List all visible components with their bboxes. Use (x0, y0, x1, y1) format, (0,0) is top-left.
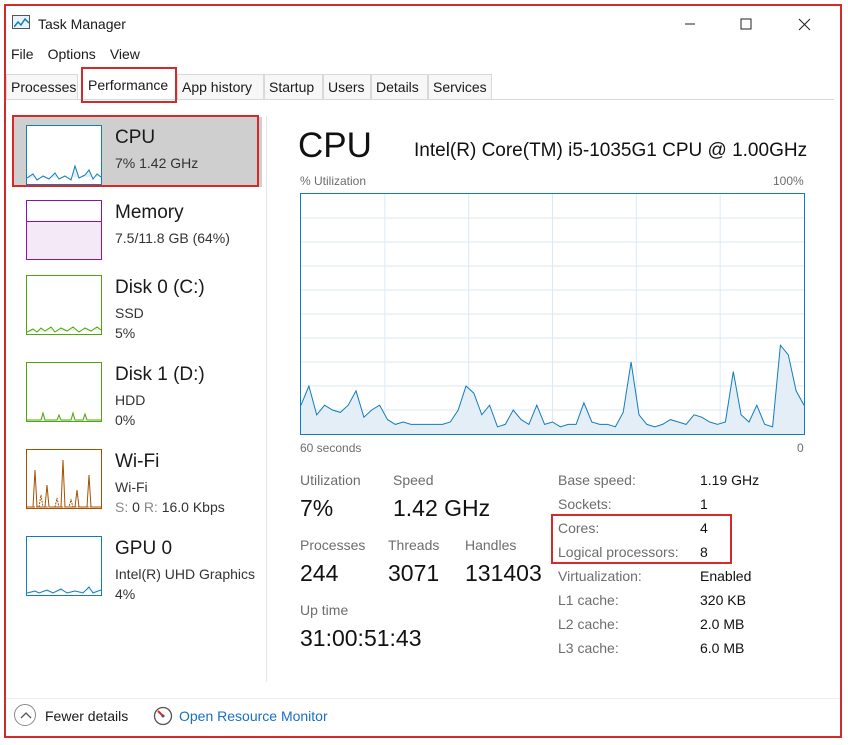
speed-value: 1.42 GHz (393, 495, 491, 521)
graph-y-max: 100% (773, 174, 804, 188)
gpu-0-thumbnail (26, 536, 102, 596)
graph-y-label: % Utilization (300, 174, 367, 188)
sidebar-item-label: Disk 0 (C:) (115, 277, 205, 298)
sidebar-item-usage: 4% (115, 586, 136, 602)
close-button[interactable] (784, 10, 824, 38)
tab-performance[interactable]: Performance (83, 72, 174, 99)
menu-file[interactable]: File (11, 46, 34, 62)
spec-label: Cores: (558, 520, 600, 536)
spec-label: L2 cache: (558, 616, 619, 632)
annotation-frame (4, 4, 842, 738)
sidebar-item-usage: 5% (115, 325, 136, 341)
minimize-button[interactable] (670, 10, 710, 38)
resource-sidebar: CPU 7% 1.42 GHz Memory 7.5/11.8 GB (64%)… (6, 104, 266, 684)
spec-label: Base speed: (558, 472, 636, 488)
chevron-up-icon[interactable] (14, 704, 36, 726)
uptime-label: Up time (300, 602, 349, 618)
send-label: S: (115, 499, 129, 515)
sidebar-item-detail: SSD (115, 305, 144, 321)
spec-value: Enabled (700, 568, 752, 584)
fewer-details-button[interactable]: Fewer details (45, 708, 129, 724)
spec-value: 6.0 MB (700, 640, 745, 656)
spec-value: 1.19 GHz (700, 472, 760, 488)
page-title: CPU (298, 126, 372, 165)
threads-value: 3071 (388, 560, 440, 586)
spec-value: 4 (700, 520, 708, 536)
sidebar-item-gpu-0[interactable]: GPU 0 Intel(R) UHD Graphics 4% (12, 528, 262, 602)
menu-bar: File Options View (6, 44, 149, 66)
sidebar-item-throughput: S: 0 R: 16.0 Kbps (115, 499, 225, 515)
tab-users[interactable]: Users (323, 74, 371, 99)
close-icon (798, 18, 810, 30)
sidebar-item-wifi[interactable]: Wi-Fi Wi-Fi S: 0 R: 16.0 Kbps (12, 441, 262, 515)
sidebar-item-detail: Intel(R) UHD Graphics (115, 566, 256, 582)
tab-startup[interactable]: Startup (264, 74, 323, 99)
spec-label: Sockets: (558, 496, 612, 512)
maximize-icon (740, 18, 752, 30)
memory-thumbnail (26, 200, 102, 260)
processes-value: 244 (300, 560, 339, 586)
sidebar-item-label: Wi-Fi (115, 451, 160, 472)
disk-0-thumbnail (26, 275, 102, 335)
spec-label: Logical processors: (558, 544, 679, 560)
tab-bar: Processes Performance App history Startu… (6, 72, 834, 100)
utilization-value: 7% (300, 495, 334, 521)
sidebar-item-label: Disk 1 (D:) (115, 364, 205, 385)
tab-services[interactable]: Services (428, 74, 492, 99)
spec-value: 2.0 MB (700, 616, 745, 632)
spec-label: Virtualization: (558, 568, 642, 584)
processes-label: Processes (300, 537, 366, 553)
sidebar-item-detail: HDD (115, 392, 146, 408)
graph-x-label: 60 seconds (300, 441, 362, 455)
cpu-thumbnail (26, 125, 102, 185)
minimize-icon (685, 23, 695, 25)
threads-label: Threads (388, 537, 440, 553)
sidebar-item-label: CPU (115, 127, 156, 148)
utilization-label: Utilization (300, 472, 361, 488)
sidebar-item-detail: Wi-Fi (115, 479, 148, 495)
title-bar: Task Manager (6, 6, 840, 42)
sidebar-item-usage: 0% (115, 412, 136, 428)
sidebar-item-cpu[interactable]: CPU 7% 1.42 GHz (12, 117, 262, 187)
sidebar-item-label: Memory (115, 202, 184, 223)
sidebar-divider (266, 116, 267, 682)
uptime-value: 31:00:51:43 (300, 625, 422, 651)
window-title: Task Manager (38, 16, 126, 32)
receive-label: R: (143, 499, 158, 515)
handles-value: 131403 (465, 560, 542, 586)
spec-label: L3 cache: (558, 640, 619, 656)
tab-processes[interactable]: Processes (6, 74, 78, 99)
cpu-model: Intel(R) Core(TM) i5-1035G1 CPU @ 1.00GH… (414, 140, 808, 161)
graph-x-min: 0 (797, 441, 804, 455)
sidebar-item-detail: 7.5/11.8 GB (64%) (115, 230, 230, 246)
receive-value: 16.0 Kbps (161, 499, 225, 515)
maximize-button[interactable] (726, 10, 766, 38)
spec-value: 8 (700, 544, 708, 560)
task-manager-icon (12, 15, 30, 29)
tab-app-history[interactable]: App history (177, 74, 264, 99)
menu-options[interactable]: Options (47, 46, 96, 62)
spec-value: 320 KB (700, 592, 746, 608)
send-value: 0 (132, 499, 140, 515)
footer-divider (6, 698, 840, 699)
disk-1-thumbnail (26, 362, 102, 422)
open-resource-monitor-link[interactable]: Open Resource Monitor (179, 708, 328, 724)
sidebar-item-disk-1[interactable]: Disk 1 (D:) HDD 0% (12, 354, 262, 428)
cpu-history-area (301, 345, 804, 434)
spec-label: L1 cache: (558, 592, 619, 608)
sidebar-item-label: GPU 0 (115, 538, 173, 559)
sidebar-item-disk-0[interactable]: Disk 0 (C:) SSD 5% (12, 267, 262, 341)
sidebar-item-memory[interactable]: Memory 7.5/11.8 GB (64%) (12, 192, 262, 262)
speed-label: Speed (393, 472, 434, 488)
menu-view[interactable]: View (109, 46, 140, 62)
handles-label: Handles (465, 537, 517, 553)
sidebar-item-detail: 7% 1.42 GHz (115, 155, 199, 171)
wifi-thumbnail (26, 449, 102, 509)
cpu-utilization-graph (300, 193, 805, 435)
tab-details[interactable]: Details (371, 74, 428, 99)
cpu-history-line (301, 343, 804, 428)
spec-value: 1 (700, 496, 708, 512)
resource-monitor-icon[interactable] (153, 706, 173, 726)
